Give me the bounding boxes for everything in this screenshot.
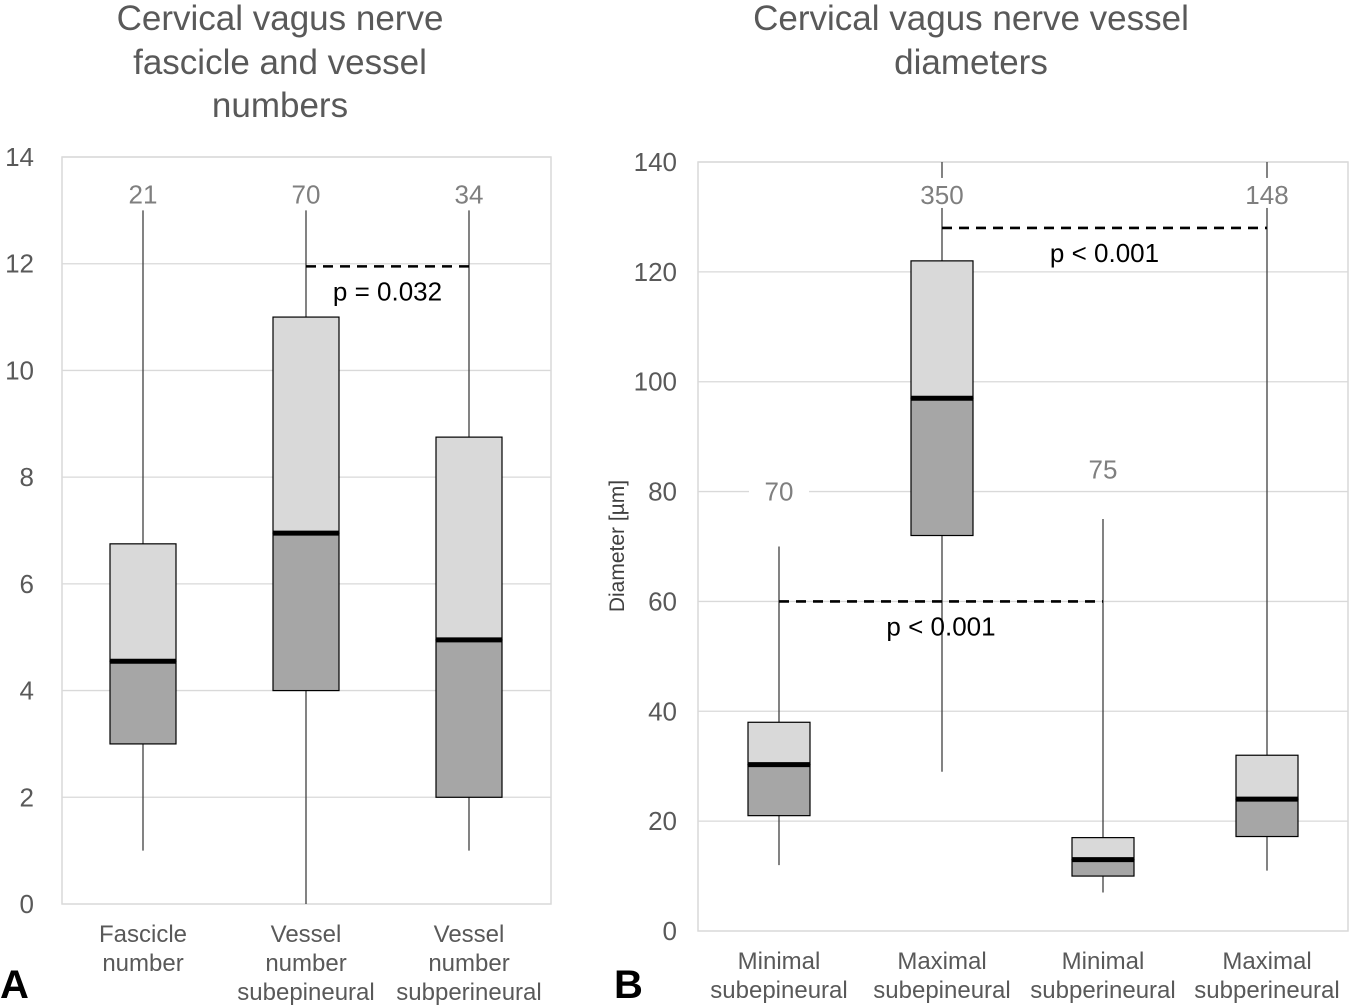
y-tick-label-b-120: 120 [634,257,677,287]
y-tick-label-b-100: 100 [634,367,677,397]
y-tick-label-a-2: 2 [20,782,34,812]
category-label-a-0-1: number [102,950,183,977]
box-lower-a-2 [435,639,503,798]
panel-a: Cervical vagus nerve fascicle and vessel… [0,0,552,1007]
count-label-a-0: 21 [129,179,158,209]
category-label-a-2-0: Vessel [434,921,505,948]
y-tick-label-b-60: 60 [648,586,677,616]
panel-label-a: A [0,963,29,1007]
y-tick-label-b-40: 40 [648,696,677,726]
y-tick-label-a-10: 10 [5,355,34,385]
box-lower-a-0 [109,660,177,745]
y-tick-label-b-140: 140 [634,147,677,177]
chart-b-title-line-1: Cervical vagus nerve vessel [753,0,1189,38]
box-upper-a-0 [109,543,177,662]
chart-a-plot: 0246810121421Fasciclenumber70Vesselnumbe… [5,142,552,1006]
box-upper-b-1 [910,260,974,399]
comparison-label-b-1: p < 0.001 [886,611,995,641]
count-label-backdrop-b-1 [912,177,972,208]
chart-b-title-line-2: diameters [894,43,1048,82]
panel-b: Cervical vagus nerve vessel diameters Di… [606,0,1349,1007]
count-label-backdrop-b-3 [1237,177,1297,208]
panel-label-b: B [614,963,643,1007]
count-label-b-2: 75 [1089,455,1118,485]
count-label-backdrop-b-0 [749,474,809,505]
y-tick-label-b-0: 0 [663,916,677,946]
count-label-b-1: 350 [920,180,963,210]
y-tick-label-a-0: 0 [20,889,34,919]
box-upper-b-2 [1071,837,1135,861]
count-label-b-0: 70 [765,477,794,507]
category-label-b-1-1: subepineural [873,977,1010,1004]
comparison-label-a-0: p = 0.032 [333,276,442,306]
y-tick-label-a-12: 12 [5,249,34,279]
box-lower-a-1 [272,532,340,692]
chart-a-title-line-1: Cervical vagus nerve [117,0,444,38]
chart-a-title-line-2: fascicle and vessel [133,43,427,82]
y-tick-label-b-20: 20 [648,806,677,836]
chart-a-title-line-3: numbers [212,86,348,125]
plot-area-b [697,161,1349,932]
box-lower-b-0 [747,763,811,817]
count-label-backdrop-a-0 [113,177,173,208]
category-label-a-0-0: Fascicle [99,921,187,948]
category-label-a-1-1: number [265,950,346,977]
count-label-a-2: 34 [455,179,484,209]
y-tick-label-b-80: 80 [648,477,677,507]
category-label-b-3-1: subperineural [1194,977,1339,1004]
count-label-a-1: 70 [292,179,321,209]
chart-b-plot: 02040608010012014070Minimalsubepineural3… [634,147,1349,1004]
category-label-b-2-1: subperineural [1030,977,1175,1004]
count-label-backdrop-a-2 [439,177,499,208]
box-upper-b-0 [747,721,811,766]
box-upper-a-1 [272,316,340,534]
y-tick-label-a-14: 14 [5,142,34,172]
chart-b-y-axis-label: Diameter [µm] [606,480,629,612]
category-label-a-2-1: number [428,950,509,977]
category-label-a-1-0: Vessel [271,921,342,948]
count-label-backdrop-b-2 [1073,452,1133,483]
box-upper-a-2 [435,436,503,641]
category-label-b-3-0: Maximal [1222,948,1311,975]
category-label-b-1-0: Maximal [897,948,986,975]
box-lower-b-1 [910,397,974,537]
category-label-a-1-2: subepineural [237,979,374,1006]
box-upper-b-3 [1235,754,1299,800]
category-label-b-0-0: Minimal [738,948,821,975]
comparison-label-b-0: p < 0.001 [1050,238,1159,268]
category-label-b-0-1: subepineural [710,977,847,1004]
category-label-b-2-0: Minimal [1062,948,1145,975]
y-tick-label-a-4: 4 [20,676,34,706]
category-label-a-2-2: subperineural [396,979,541,1006]
box-lower-b-3 [1235,798,1299,838]
y-tick-label-a-8: 8 [20,462,34,492]
y-tick-label-a-6: 6 [20,569,34,599]
count-label-b-3: 148 [1245,180,1288,210]
count-label-backdrop-a-1 [276,177,336,208]
